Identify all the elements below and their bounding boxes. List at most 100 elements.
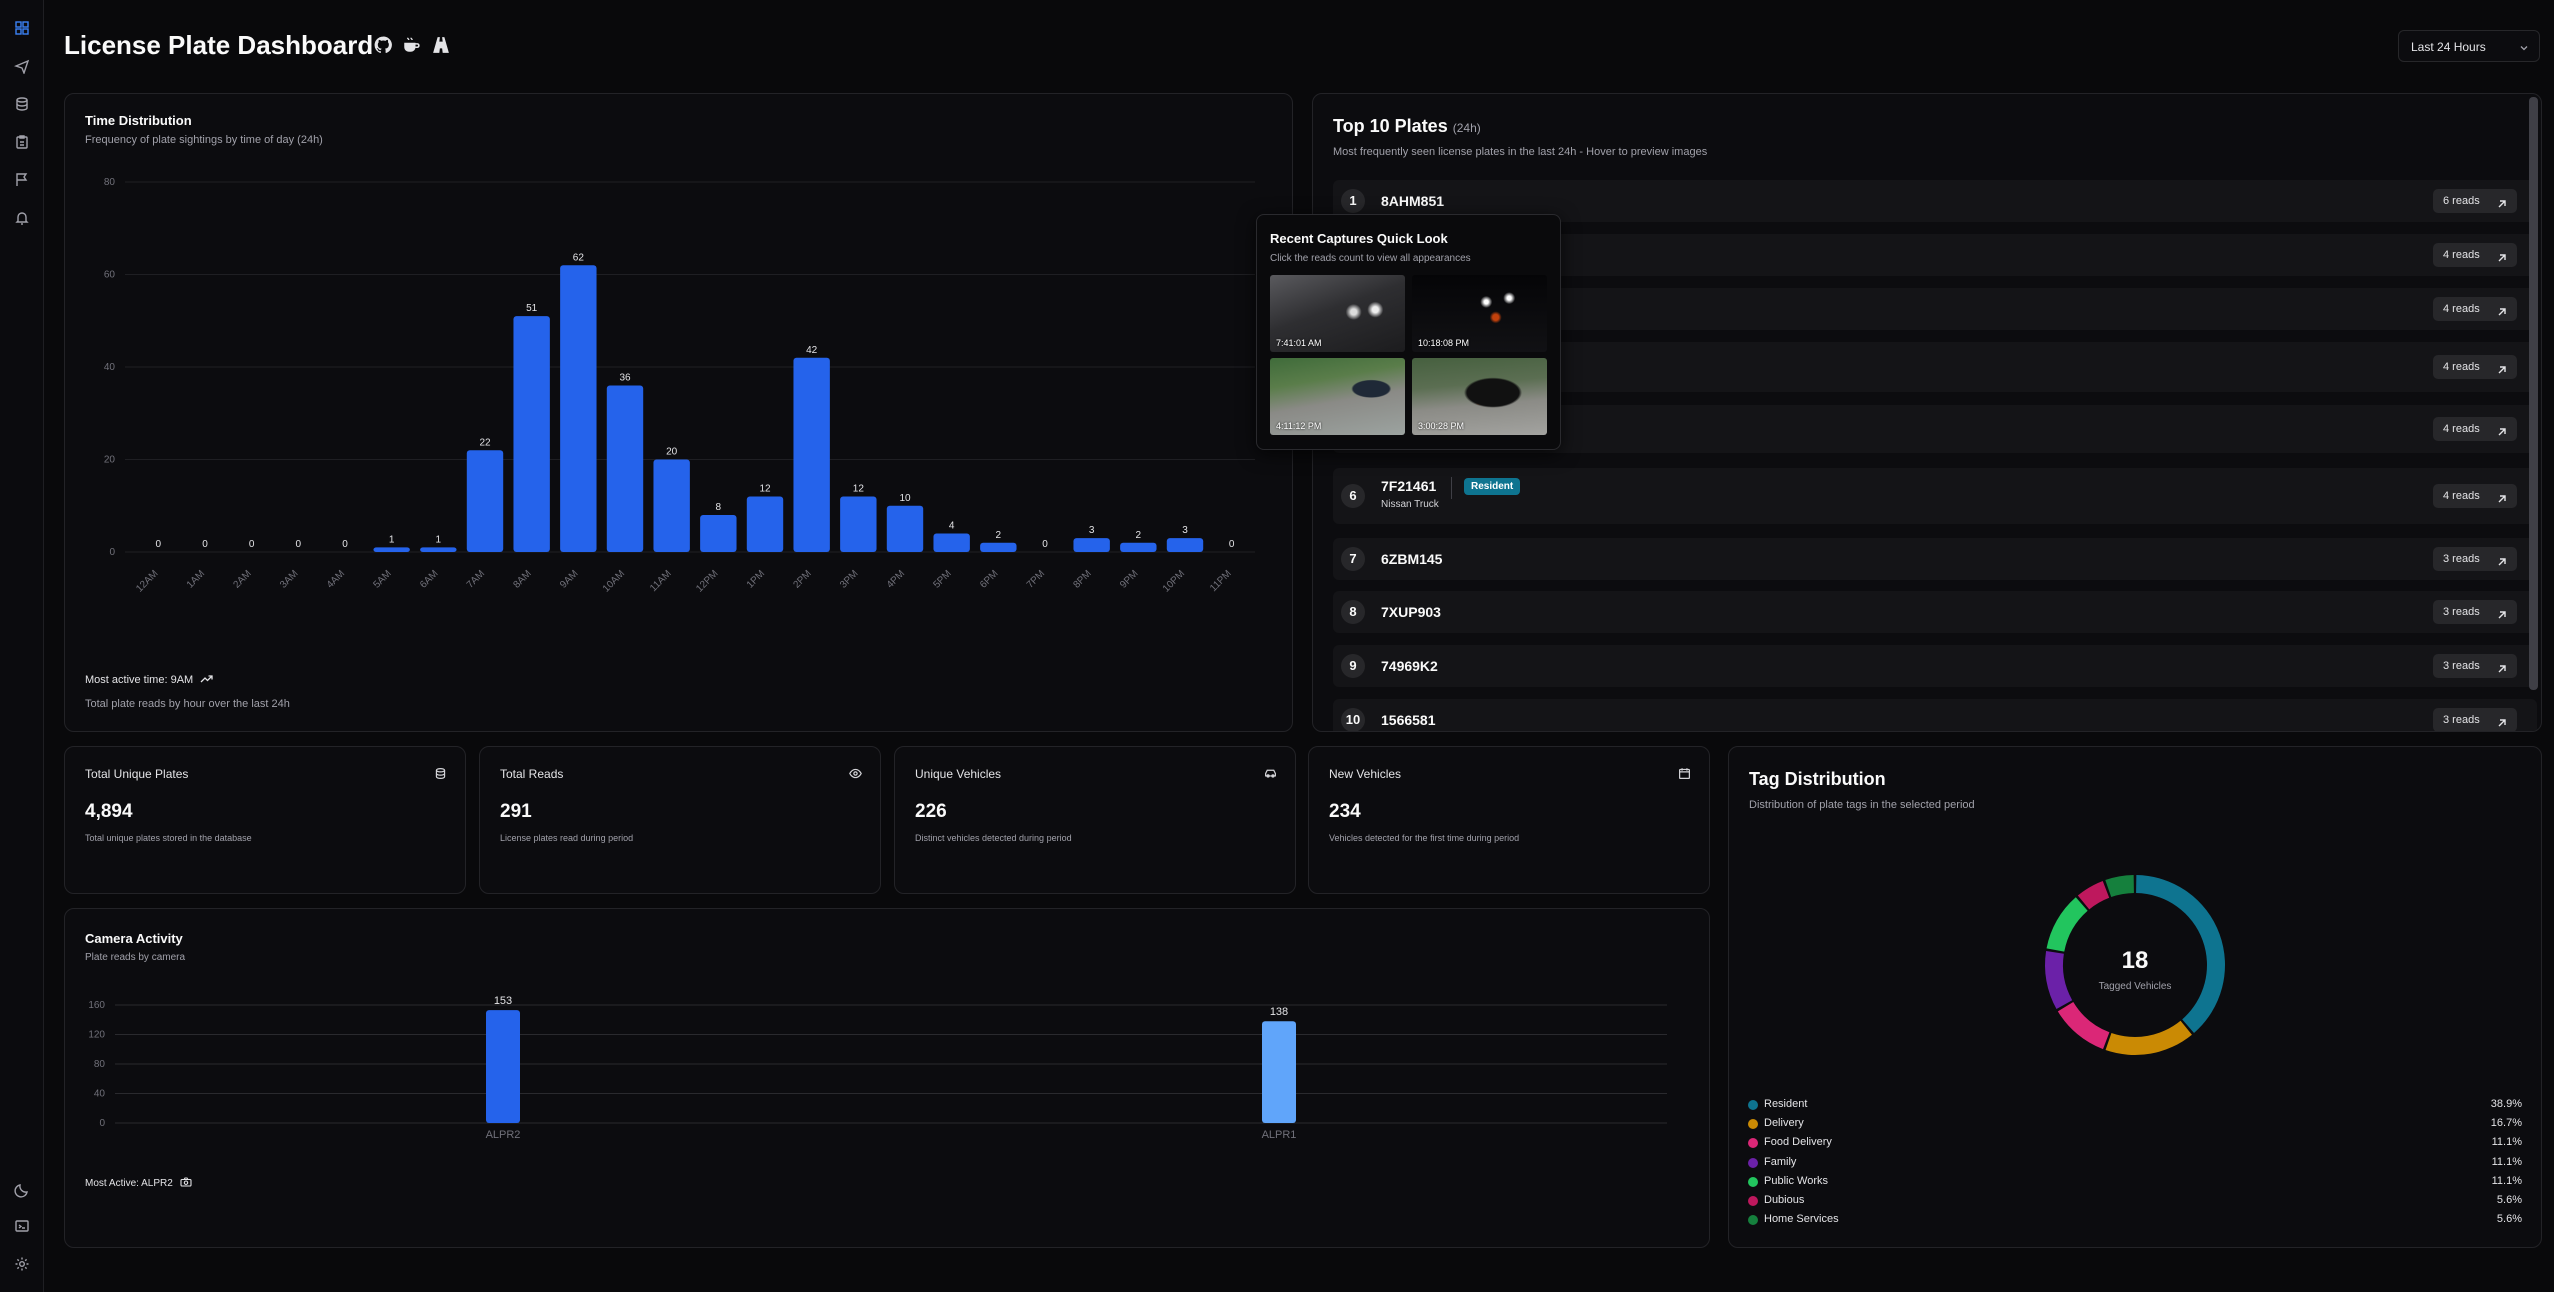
send-icon[interactable]	[14, 58, 30, 74]
bar-value-label: 62	[573, 252, 585, 263]
time-bar[interactable]	[560, 265, 597, 552]
stat-description: Distinct vehicles detected during period	[915, 833, 1072, 843]
terminal-icon[interactable]	[14, 1218, 30, 1234]
capture-thumbnail[interactable]: 10:18:08 PM	[1412, 275, 1547, 352]
time-bar[interactable]	[420, 547, 457, 552]
capture-thumbnail[interactable]: 3:00:28 PM	[1412, 358, 1547, 435]
bar-value-label: 0	[342, 539, 348, 550]
time-bar[interactable]	[606, 385, 644, 553]
time-bar[interactable]	[746, 496, 784, 553]
donut-slice[interactable]	[2077, 880, 2110, 910]
bar-value-label: 0	[249, 539, 255, 550]
external-link-icon	[2496, 195, 2508, 208]
plate-number[interactable]: 1566581	[1381, 712, 1436, 728]
reads-count: 4 reads	[2443, 303, 2480, 315]
legend-label: Delivery	[1764, 1117, 1804, 1130]
x-tick-label: 8PM	[1071, 568, 1093, 590]
time-bar[interactable]	[513, 316, 550, 552]
legend-percent: 11.1%	[2491, 1174, 2522, 1187]
clipboard-icon[interactable]	[14, 134, 30, 150]
bar-value-label: 12	[853, 484, 865, 495]
time-bar[interactable]	[840, 496, 877, 553]
plate-number[interactable]: 6ZBM145	[1381, 551, 1443, 567]
github-icon[interactable]	[374, 36, 392, 54]
time-bar[interactable]	[886, 505, 924, 552]
legend-dot	[1748, 1100, 1758, 1110]
flag-icon[interactable]	[14, 172, 30, 188]
top-plate-row[interactable]: 9 74969K2 3 reads	[1333, 645, 2537, 687]
time-bar[interactable]	[793, 357, 830, 552]
reads-button[interactable]: 4 reads	[2433, 243, 2517, 267]
x-tick-label: 10PM	[1161, 568, 1187, 594]
reads-button[interactable]: 4 reads	[2433, 297, 2517, 321]
road-icon[interactable]	[432, 36, 450, 54]
bar-value-label: 0	[1042, 539, 1048, 550]
time-bar[interactable]	[653, 459, 690, 553]
capture-thumbnail[interactable]: 7:41:01 AM	[1270, 275, 1405, 352]
time-bar[interactable]	[1166, 538, 1204, 552]
capture-thumbnail[interactable]: 4:11:12 PM	[1270, 358, 1405, 435]
tag-distribution-card: Tag Distribution Distribution of plate t…	[1728, 746, 2542, 1248]
settings-icon[interactable]	[14, 1256, 30, 1272]
scrollbar[interactable]	[2529, 97, 2538, 690]
stat-title: New Vehicles	[1329, 767, 1402, 781]
y-tick-label: 160	[88, 1000, 105, 1011]
legend-item: Family 11.1%	[1748, 1156, 2522, 1172]
y-tick-label: 0	[109, 547, 115, 558]
x-tick-label: 7AM	[465, 568, 487, 590]
reads-button[interactable]: 4 reads	[2433, 417, 2517, 441]
reads-button[interactable]: 4 reads	[2433, 484, 2517, 508]
coffee-icon[interactable]	[402, 36, 420, 54]
reads-button[interactable]: 3 reads	[2433, 708, 2517, 731]
camera-activity-card: Camera Activity Plate reads by camera 0 4…	[64, 908, 1710, 1248]
donut-slice[interactable]	[2046, 897, 2088, 952]
top-plate-row[interactable]: 1 8AHM851 6 reads	[1333, 180, 2537, 222]
y-tick-label: 20	[104, 455, 116, 466]
camera-activity-chart: 0 40 80 120 160 153 ALPR2 138 ALPR1	[88, 995, 1667, 1141]
top-plates-title: Top 10 Plates (24h)	[1333, 116, 1481, 136]
donut-slice[interactable]	[2105, 875, 2134, 898]
time-bar[interactable]	[1073, 538, 1110, 552]
plate-number[interactable]: 7F21461	[1381, 478, 1437, 494]
x-tick-label: 2PM	[791, 568, 813, 590]
legend-label: Resident	[1764, 1098, 1808, 1110]
time-bar[interactable]	[1120, 542, 1157, 552]
camera-bar[interactable]	[1262, 1021, 1296, 1123]
time-bar[interactable]	[980, 542, 1017, 552]
reads-button[interactable]: 6 reads	[2433, 189, 2517, 213]
bar-value-label: 4	[949, 521, 955, 532]
reads-button[interactable]: 4 reads	[2433, 355, 2517, 379]
moon-icon[interactable]	[14, 1182, 30, 1198]
reads-count: 4 reads	[2443, 249, 2480, 261]
top-plate-row[interactable]: 10 1566581 3 reads	[1333, 699, 2537, 731]
bar-value-label: 0	[1229, 539, 1235, 550]
top-plate-row[interactable]: 7 6ZBM145 3 reads	[1333, 538, 2537, 580]
bell-icon[interactable]	[14, 210, 30, 226]
bar-value-label: 12	[759, 484, 771, 495]
donut-slice[interactable]	[2057, 1002, 2110, 1050]
time-bar[interactable]	[373, 547, 410, 552]
top-plate-row[interactable]: 6 7F21461 Nissan Truck Resident 4 reads	[1333, 468, 2537, 524]
database-icon[interactable]	[14, 96, 30, 112]
stat-title: Total Reads	[500, 767, 564, 781]
time-bar[interactable]	[466, 450, 504, 552]
plate-number[interactable]: 74969K2	[1381, 658, 1438, 674]
top-plate-row[interactable]: 8 7XUP903 3 reads	[1333, 591, 2537, 633]
plate-number[interactable]: 7XUP903	[1381, 604, 1441, 620]
donut-slice[interactable]	[2105, 1020, 2192, 1055]
reads-button[interactable]: 3 reads	[2433, 547, 2517, 571]
time-range-select[interactable]: Last 24 Hours	[2398, 30, 2540, 62]
bar-value-label: 3	[1182, 525, 1188, 536]
plate-number[interactable]: 8AHM851	[1381, 193, 1445, 209]
donut-slice[interactable]	[2136, 875, 2225, 1033]
vehicle-description: Nissan Truck	[1381, 499, 1439, 510]
most-active-camera: Most Active: ALPR2	[85, 1177, 192, 1189]
donut-slice[interactable]	[2045, 951, 2073, 1009]
reads-button[interactable]: 3 reads	[2433, 654, 2517, 678]
reads-button[interactable]: 3 reads	[2433, 600, 2517, 624]
time-bar[interactable]	[933, 533, 970, 553]
camera-bar[interactable]	[486, 1010, 520, 1123]
legend-percent: 38.9%	[2490, 1098, 2522, 1110]
time-bar[interactable]	[700, 515, 737, 552]
dashboard-icon[interactable]	[14, 20, 30, 36]
